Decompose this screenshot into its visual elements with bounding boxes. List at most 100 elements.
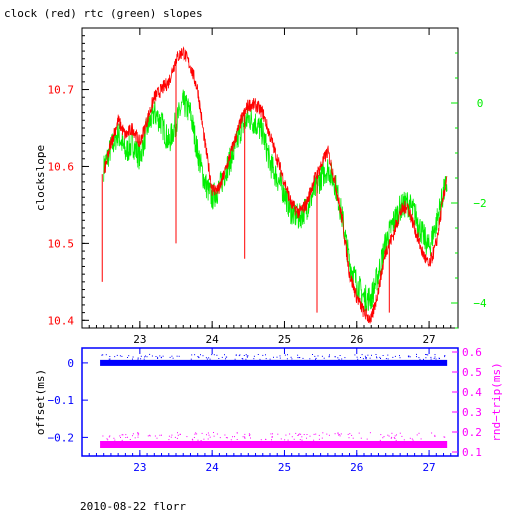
series-offset-point <box>208 357 210 359</box>
series-rnd-trip-point <box>315 433 317 435</box>
series-offset-point <box>334 356 336 358</box>
top-x-tick-label: 27 <box>422 333 435 346</box>
series-offset-band <box>100 359 448 366</box>
series-rnd-trip-point <box>171 434 173 436</box>
series-rnd-trip-point <box>137 436 139 438</box>
series-rnd-trip-point <box>299 439 301 441</box>
series-rnd-trip-point <box>338 434 339 436</box>
series-rnd-trip-point <box>113 437 115 439</box>
top-y-axis-label: clockslope <box>34 145 47 211</box>
series-rnd-trip-point <box>230 439 232 441</box>
series-offset-point <box>262 354 264 356</box>
series-offset-point <box>435 358 437 360</box>
bottom-y-tick-label: 0 <box>67 357 74 370</box>
series-rnd-trip-point <box>225 437 227 439</box>
series-offset-point <box>427 354 429 356</box>
series-offset-point <box>206 358 208 360</box>
series-offset-point <box>178 355 180 357</box>
series-offset-point <box>246 356 248 358</box>
series-offset-point <box>194 354 196 356</box>
series-offset-point <box>257 354 259 355</box>
series-offset-point <box>425 354 427 355</box>
series-offset-point <box>242 358 244 360</box>
series-offset-point <box>375 354 377 355</box>
series-offset-point <box>149 353 151 355</box>
series-offset-point <box>209 358 211 360</box>
series-offset-point <box>269 358 271 360</box>
series-rnd-trip-point <box>132 435 133 437</box>
series-rnd-trip-point <box>149 435 151 437</box>
series-rnd-trip-point <box>201 432 203 434</box>
series-offset-point <box>430 358 432 360</box>
series-offset-point <box>241 358 243 359</box>
series-rnd-trip-point <box>132 433 134 435</box>
bottom-y2-tick-label: 0.6 <box>462 346 482 359</box>
series-offset-point <box>235 354 237 356</box>
series-rnd-trip-point <box>168 435 170 437</box>
series-rnd-trip-point <box>191 438 193 440</box>
series-offset-point <box>245 358 247 360</box>
series-offset-point <box>315 358 316 360</box>
series-rnd-trip-point <box>114 439 116 441</box>
series-rnd-trip-point <box>382 437 384 439</box>
series-offset-point <box>356 356 358 358</box>
series-offset-point <box>365 357 367 359</box>
series-rnd-trip-point <box>434 434 436 436</box>
series-offset-point <box>444 356 446 358</box>
series-offset-point <box>399 355 400 357</box>
series-rnd-trip-point <box>431 432 433 434</box>
bottom-x-tick-label: 26 <box>350 461 363 474</box>
series-rnd-trip-point <box>298 434 299 436</box>
series-rnd-trip-point <box>179 433 181 435</box>
series-offset-point <box>216 354 218 356</box>
series-rnd-trip-point <box>379 439 381 441</box>
chart-title: clock (red) rtc (green) slopes <box>4 7 203 20</box>
series-rnd-trip-point <box>137 432 139 434</box>
top-y2-tick-label: −2 <box>473 197 486 210</box>
series-offset-point <box>137 357 139 359</box>
series-offset-point <box>360 357 361 358</box>
top-y2-tick-label: 0 <box>477 97 484 110</box>
series-rnd-trip-point <box>176 437 178 439</box>
series-rnd-trip-point <box>168 439 170 441</box>
top-x-tick-label: 23 <box>133 333 146 346</box>
series-offset-point <box>362 358 364 360</box>
series-offset-point <box>364 355 366 357</box>
series-rnd-trip-point <box>306 437 307 439</box>
series-rnd-trip-point <box>347 433 349 435</box>
series-rnd-trip-point <box>313 433 315 435</box>
series-rnd-trip-point <box>394 438 396 439</box>
series-rnd-trip-point <box>207 432 209 434</box>
series-rnd-trip-point <box>358 432 360 434</box>
series-rnd-trip-point <box>209 436 211 438</box>
series-offset-point <box>369 357 371 359</box>
series-offset-point <box>191 354 193 356</box>
top-plot-series <box>101 46 448 324</box>
series-offset-point <box>253 355 255 357</box>
series-rnd-trip-point <box>234 436 235 438</box>
top-x-tick-label: 26 <box>350 333 363 346</box>
series-rnd-trip-point <box>285 434 287 436</box>
series-offset-point <box>433 357 435 359</box>
series-rnd-trip-point <box>326 433 328 435</box>
series-rnd-trip-point <box>219 437 221 439</box>
series-rnd-trip-point <box>232 436 233 438</box>
series-offset-point <box>157 358 159 359</box>
series-offset-point <box>213 354 215 356</box>
series-offset-point <box>226 356 228 358</box>
series-rnd-trip-point <box>244 436 246 438</box>
series-offset-point <box>116 354 118 356</box>
series-offset-point <box>279 357 281 359</box>
bottom-y-axis-label: offset(ms) <box>34 369 47 435</box>
series-rnd-trip-point <box>271 439 272 441</box>
series-offset-point <box>323 357 325 359</box>
series-rnd-trip-point <box>291 436 293 438</box>
series-offset-point <box>302 357 304 359</box>
series-rnd-trip-point <box>121 434 123 436</box>
series-offset-point <box>361 354 363 356</box>
series-offset-point <box>198 356 200 358</box>
series-rnd-trip-point <box>207 438 209 440</box>
series-rnd-trip-point <box>318 434 320 436</box>
top-x-tick-label: 25 <box>278 333 291 346</box>
